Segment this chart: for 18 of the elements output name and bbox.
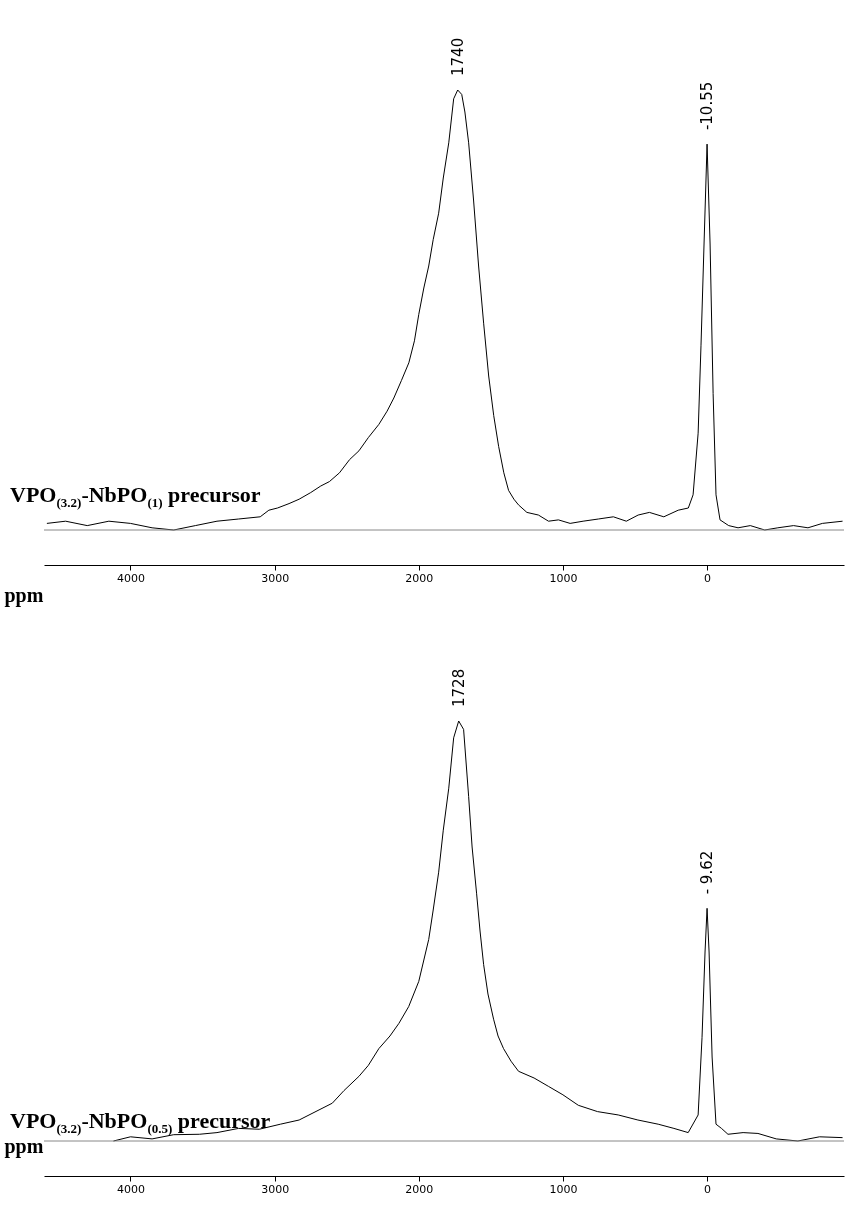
x-tick-label: 4000: [116, 571, 145, 585]
annotation: 1728: [449, 668, 468, 707]
text: VPO$_{(3.2)}$-NbPO$_{(1)}$ precursor: [10, 482, 261, 512]
x-tick-label: 4000: [116, 1182, 145, 1196]
annotation: 1740: [448, 37, 467, 76]
x-tick-label: 2000: [405, 1182, 434, 1196]
x-tick-label: 1000: [549, 571, 578, 585]
x-tick-label: 1000: [549, 1182, 578, 1196]
x-tick-label: 3000: [261, 1182, 290, 1196]
annotation: -10.55: [698, 81, 717, 131]
x-tick-label: 3000: [261, 571, 290, 585]
x-tick-label: 2000: [405, 571, 434, 585]
text: VPO$_{(3.2)}$-NbPO$_{(0.5)}$ precursor: [10, 1108, 271, 1137]
x-tick-label: 0: [704, 1182, 712, 1196]
x-tick-label: 0: [704, 571, 712, 585]
x-axis-title: ppm: [4, 1134, 44, 1158]
x-axis-title: ppm: [4, 583, 44, 607]
annotation: - 9.62: [698, 850, 717, 895]
